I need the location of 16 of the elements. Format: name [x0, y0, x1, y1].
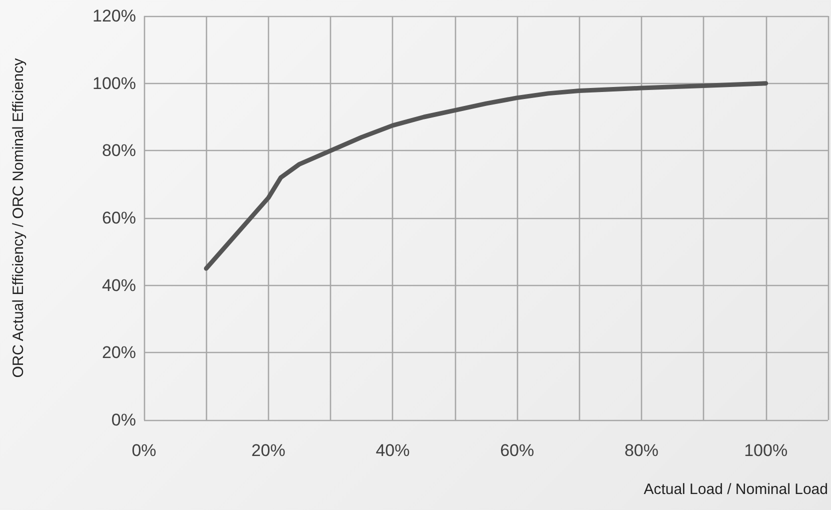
y-tick-label: 80%	[102, 141, 136, 160]
y-tick-label: 120%	[92, 6, 136, 26]
x-axis-title: Actual Load / Nominal Load	[644, 481, 828, 498]
y-tick-label: 0%	[111, 410, 136, 430]
y-axis-title: ORC Actual Efficiency / ORC Nominal Efficiency	[10, 58, 27, 378]
line-series	[204, 81, 768, 271]
x-tick-label: 40%	[376, 441, 410, 460]
y-tick-label: 20%	[102, 343, 136, 362]
y-tick-label: 40%	[102, 276, 136, 295]
x-tick-label: 100%	[744, 441, 788, 460]
y-tick-label: 60%	[102, 208, 136, 228]
x-tick-label: 60%	[500, 441, 534, 460]
y-tick-label: 100%	[92, 74, 136, 93]
x-tick-label: 80%	[624, 441, 658, 460]
x-tick-label: 20%	[251, 441, 286, 460]
x-tick-label: 0%	[132, 441, 156, 460]
